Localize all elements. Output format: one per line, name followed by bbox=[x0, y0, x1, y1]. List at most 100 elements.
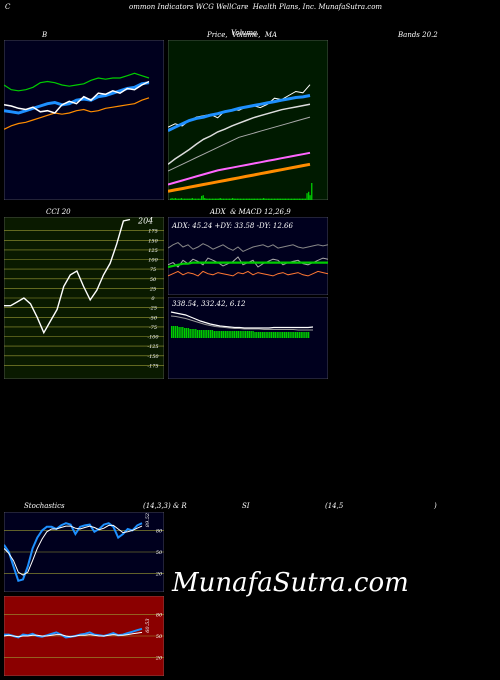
volume-bar bbox=[235, 198, 237, 200]
volume-bar bbox=[277, 198, 279, 200]
volume-bar bbox=[177, 198, 180, 200]
volume-bar bbox=[190, 198, 192, 200]
macd-histogram-bar bbox=[269, 332, 271, 338]
macd-histogram-bar bbox=[282, 332, 284, 338]
macd-histogram-bar bbox=[267, 332, 269, 338]
volume-bar bbox=[193, 198, 195, 200]
volume-bar bbox=[289, 198, 291, 200]
volume-bar bbox=[308, 191, 310, 200]
macd-histogram-bar bbox=[184, 328, 186, 338]
volume-bar bbox=[218, 198, 220, 200]
macd-histogram-bar bbox=[243, 331, 245, 338]
volume-bar bbox=[303, 198, 305, 200]
macd-histogram-bar bbox=[274, 332, 276, 338]
volume-bar bbox=[207, 198, 209, 200]
cci-tick-label: 125 bbox=[148, 248, 158, 254]
macd-histogram-bar bbox=[235, 331, 238, 338]
macd-histogram-bar bbox=[189, 329, 191, 338]
volume-bar bbox=[232, 198, 234, 200]
rsi-tick-label: 80 bbox=[156, 612, 163, 618]
macd-histogram-bar bbox=[221, 331, 223, 338]
brand-watermark: MunafaSutra.com bbox=[172, 568, 409, 598]
macd-histogram-bar bbox=[230, 331, 232, 338]
volume-bar bbox=[210, 198, 212, 200]
volume-bar bbox=[264, 198, 266, 200]
volume-bar bbox=[201, 195, 203, 200]
macd-histogram-bar bbox=[295, 332, 297, 338]
volume-bar bbox=[182, 198, 184, 200]
macd-histogram-bar bbox=[302, 332, 304, 338]
bollinger-panel bbox=[4, 40, 164, 200]
cci-tick-label: -150 bbox=[147, 354, 159, 360]
volume-bar bbox=[233, 198, 235, 200]
volume-bar bbox=[173, 198, 175, 200]
volume-bar bbox=[238, 198, 240, 200]
stochastics-panel: 80 50 20 89.52 bbox=[4, 512, 164, 592]
volume-bar bbox=[185, 198, 187, 200]
macd-histogram-bar bbox=[304, 332, 306, 338]
macd-histogram-bar bbox=[206, 330, 208, 338]
volume-bar bbox=[266, 198, 268, 200]
volume-bar bbox=[284, 198, 286, 200]
rsi-panel: 80 50 20 60.53 bbox=[4, 596, 164, 676]
stoch-title-b: (14,3,3) & R bbox=[143, 502, 187, 510]
volume-bar bbox=[225, 198, 228, 200]
macd-histogram-bar bbox=[278, 332, 280, 338]
volume-bar bbox=[205, 198, 207, 200]
macd-histogram-bar bbox=[300, 332, 302, 338]
macd-histogram-bar bbox=[263, 332, 265, 338]
volume-bar bbox=[270, 198, 273, 200]
macd-histogram-bar bbox=[293, 332, 295, 338]
volume-bar bbox=[278, 198, 280, 200]
macd-histogram-bar bbox=[258, 332, 260, 338]
macd-histogram-bar bbox=[276, 332, 278, 338]
header-title: ommon Indicators WCG WellCare Health Pla… bbox=[129, 3, 383, 11]
ma-medium-line bbox=[168, 103, 311, 165]
macd-histogram-bar bbox=[232, 331, 234, 338]
macd-panel: 338.54, 332.42, 6.12 bbox=[168, 297, 328, 379]
macd-histogram-bar bbox=[287, 332, 289, 338]
macd-histogram-bar bbox=[219, 331, 221, 338]
macd-histogram-bar bbox=[252, 331, 254, 338]
macd-histogram-bar bbox=[174, 326, 177, 338]
volume-bar bbox=[204, 198, 206, 200]
macd-histogram-bar bbox=[256, 332, 258, 338]
ma-short-line bbox=[168, 94, 311, 132]
price-title-overlay: Volume bbox=[231, 29, 258, 37]
stochastics-d-line bbox=[4, 524, 143, 576]
macd-histogram-bar bbox=[254, 332, 256, 338]
cci-tick-label: 50 bbox=[150, 277, 157, 283]
macd-histogram-bar bbox=[222, 331, 225, 338]
volume-bar bbox=[294, 198, 296, 200]
rsi-tick-label: 20 bbox=[155, 656, 163, 662]
volume-bar bbox=[287, 198, 290, 200]
macd-readout: 338.54, 332.42, 6.12 bbox=[172, 300, 246, 308]
volume-bar bbox=[202, 195, 204, 200]
cci-tick-label: 100 bbox=[148, 258, 158, 264]
volume-bar bbox=[290, 198, 293, 200]
stoch-title-d: (14,5 bbox=[325, 502, 344, 510]
macd-histogram-bar bbox=[298, 332, 301, 338]
volume-bar bbox=[222, 198, 224, 200]
macd-histogram-bar bbox=[215, 331, 217, 338]
macd-histogram-bar bbox=[200, 330, 202, 338]
cci-tick-label: 0 bbox=[151, 296, 155, 302]
cci-tick-label: -125 bbox=[147, 344, 158, 350]
stoch-title-c: SI bbox=[242, 502, 250, 510]
cci-tick-label: 25 bbox=[149, 286, 156, 292]
bollinger-price-line bbox=[4, 80, 150, 114]
volume-bar bbox=[211, 198, 214, 200]
macd-histogram-bar bbox=[198, 330, 201, 338]
macd-histogram-bar bbox=[185, 328, 188, 338]
volume-bar bbox=[216, 198, 218, 200]
price-title: Price, Volume, MA bbox=[207, 31, 278, 39]
ma-long-line bbox=[168, 116, 311, 172]
cci-value-label: 204 bbox=[137, 217, 153, 226]
volume-bar bbox=[236, 198, 238, 200]
volume-bar bbox=[194, 198, 197, 200]
macd-histogram-bar bbox=[196, 330, 199, 338]
macd-histogram-bar bbox=[213, 331, 215, 338]
volume-bar bbox=[256, 198, 259, 200]
macd-signal-line bbox=[170, 315, 313, 331]
volume-bar bbox=[304, 198, 307, 200]
